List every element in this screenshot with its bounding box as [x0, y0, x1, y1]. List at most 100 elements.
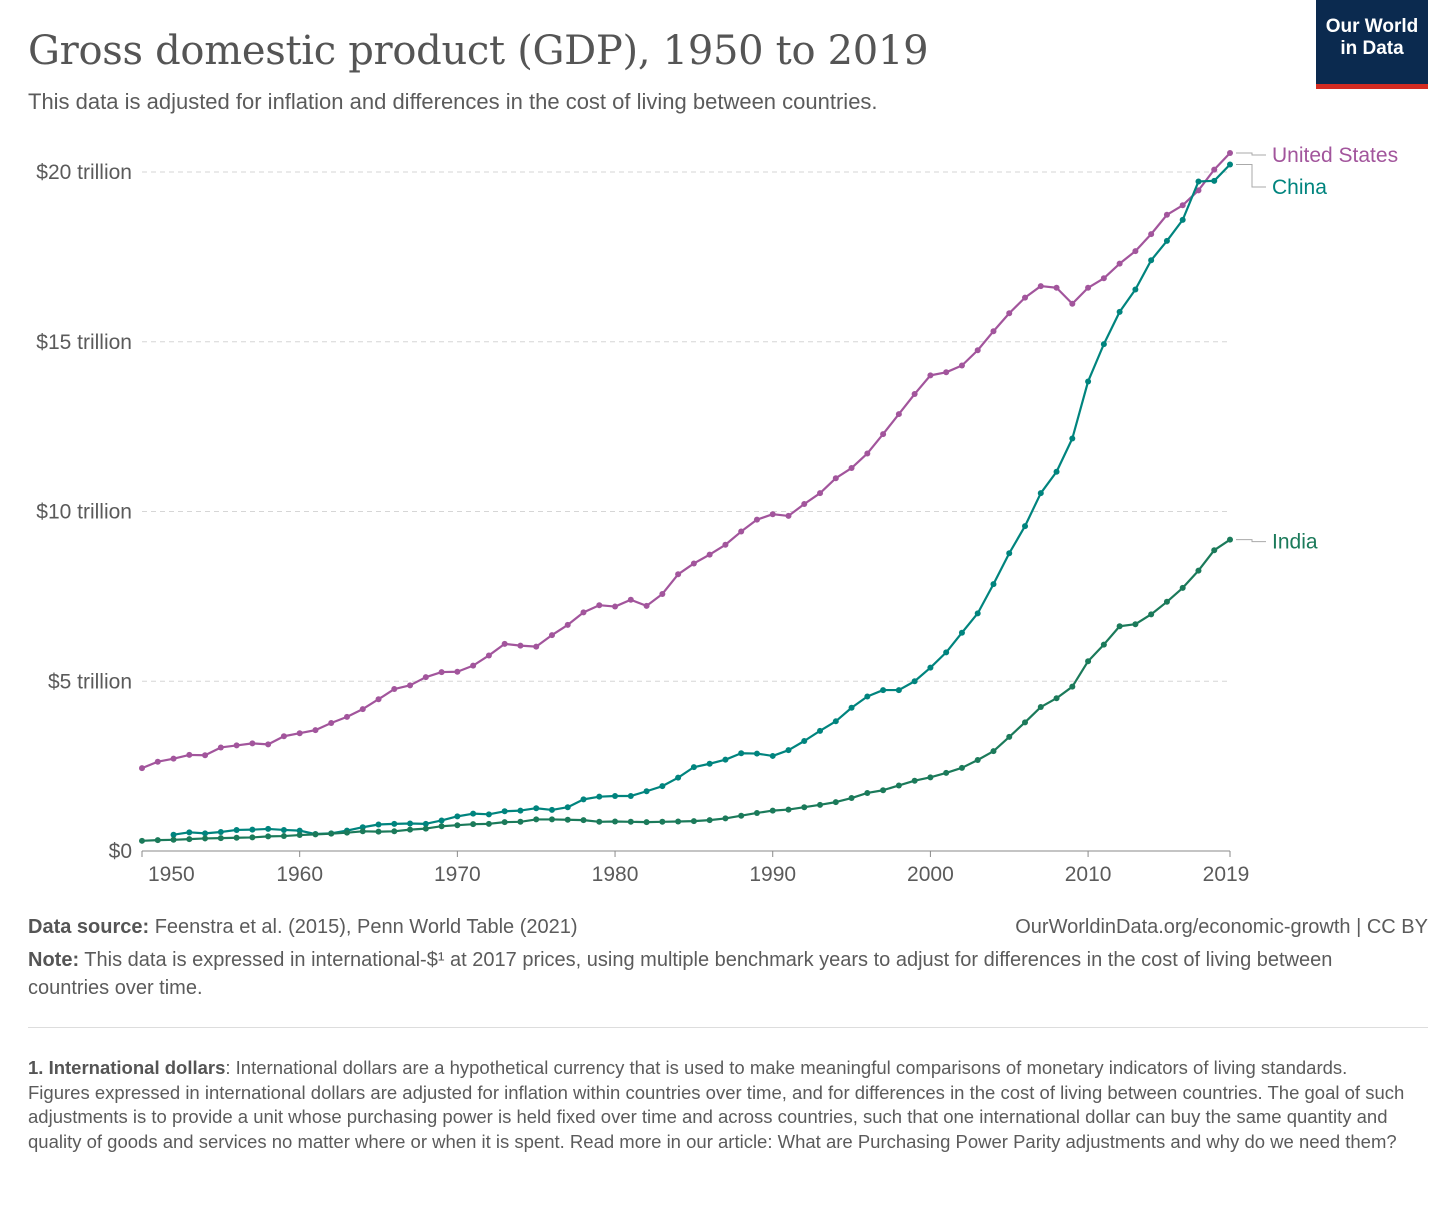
data-point-india — [675, 818, 682, 825]
data-point-india — [1053, 695, 1060, 702]
data-point-china — [501, 808, 508, 815]
data-point-india — [627, 818, 634, 825]
chart-note: Note: This data is expressed in internat… — [28, 946, 1408, 1002]
data-point-china — [832, 718, 839, 725]
data-point-india — [470, 821, 477, 828]
data-point-india — [343, 829, 350, 836]
data-point-india — [848, 795, 855, 802]
data-point-united-states — [1148, 231, 1155, 238]
data-point-china — [785, 747, 792, 754]
source-url-link[interactable]: OurWorldinData.org/economic-growth | CC … — [1015, 916, 1428, 938]
data-point-united-states — [265, 741, 272, 748]
data-point-united-states — [943, 369, 950, 376]
data-point-united-states — [564, 621, 571, 628]
footnote-label: 1. International dollars — [28, 1057, 226, 1078]
data-point-india — [564, 816, 571, 823]
our-world-in-data-logo[interactable]: Our World in Data — [1316, 0, 1428, 89]
data-point-united-states — [596, 602, 603, 609]
data-point-india — [154, 837, 161, 844]
data-point-united-states — [139, 765, 145, 772]
data-point-india — [202, 835, 209, 842]
data-point-india — [217, 835, 224, 842]
data-point-united-states — [186, 751, 193, 758]
data-point-india — [1211, 547, 1218, 554]
data-point-united-states — [927, 372, 934, 379]
data-point-india — [706, 817, 713, 824]
data-point-india — [659, 818, 666, 825]
data-point-india — [974, 757, 981, 764]
data-point-united-states — [722, 541, 729, 548]
data-point-united-states — [280, 733, 287, 740]
x-tick-label: 1960 — [276, 863, 323, 886]
data-point-india — [1069, 683, 1076, 690]
data-point-united-states — [470, 662, 477, 669]
data-point-india — [1037, 704, 1044, 711]
footnote: 1. International dollars: International … — [28, 1056, 1408, 1154]
data-point-united-states — [1069, 300, 1076, 307]
data-point-china — [1116, 308, 1123, 315]
data-point-united-states — [1163, 211, 1170, 218]
data-point-india — [753, 809, 760, 816]
series-line-united-states — [141, 152, 1231, 770]
y-tick-label: $5 trillion — [48, 670, 132, 693]
data-point-india — [927, 774, 934, 781]
x-tick-label: 2000 — [907, 863, 954, 886]
series-label: China — [1272, 176, 1327, 199]
data-point-united-states — [202, 752, 209, 759]
data-point-china — [202, 830, 209, 837]
data-point-india — [375, 828, 382, 835]
data-point-united-states — [1022, 294, 1029, 301]
data-point-united-states — [154, 758, 161, 765]
data-point-china — [1179, 216, 1186, 223]
data-point-china — [1227, 161, 1233, 168]
data-point-china — [706, 760, 713, 767]
data-point-united-states — [643, 602, 650, 609]
data-point-india — [895, 782, 902, 789]
logo-line-2: in Data — [1340, 38, 1404, 59]
data-point-india — [265, 833, 272, 840]
data-point-india — [139, 837, 145, 844]
data-point-united-states — [517, 642, 524, 649]
data-point-china — [958, 629, 965, 636]
series-label: India — [1272, 531, 1318, 554]
data-point-india — [864, 789, 871, 796]
data-point-china — [564, 804, 571, 811]
data-point-china — [391, 820, 398, 827]
data-point-china — [675, 774, 682, 781]
data-point-united-states — [895, 411, 902, 418]
data-point-china — [548, 806, 555, 813]
data-source-label: Data source: — [28, 916, 150, 938]
axes: $0 $5 trillion $10 trillion $15 trillion $20… — [36, 161, 1249, 886]
data-point-china — [375, 821, 382, 828]
footnote-text: : International dollars are a hypothetic… — [28, 1057, 1405, 1152]
data-point-china — [596, 793, 603, 800]
data-point-china — [974, 610, 981, 617]
data-point-china — [454, 813, 461, 820]
data-point-china — [1053, 468, 1060, 475]
data-point-united-states — [170, 755, 177, 762]
data-point-china — [817, 727, 824, 734]
data-point-china — [1022, 523, 1029, 530]
data-point-china — [1163, 237, 1170, 244]
gdp-line-chart: $0 $5 trillion $10 trillion $15 trillion $20… — [36, 144, 1398, 886]
data-point-united-states — [848, 465, 855, 472]
data-point-united-states — [785, 512, 792, 519]
data-point-united-states — [454, 668, 461, 675]
label-connector — [1236, 152, 1266, 156]
data-point-india — [612, 818, 619, 825]
data-point-india — [785, 806, 792, 813]
data-point-india — [1085, 658, 1092, 665]
data-source-text: Feenstra et al. (2015), Penn World Table… — [149, 916, 578, 938]
x-tick-label: 2010 — [1065, 863, 1112, 886]
data-point-india — [958, 764, 965, 771]
chart-title: Gross domestic product (GDP), 1950 to 20… — [28, 28, 929, 74]
data-point-china — [738, 750, 745, 757]
data-point-china — [1085, 378, 1092, 385]
data-point-united-states — [343, 713, 350, 720]
data-point-china — [1148, 257, 1155, 264]
data-point-united-states — [1053, 284, 1060, 291]
data-point-united-states — [375, 696, 382, 703]
data-point-united-states — [407, 682, 414, 689]
data-point-united-states — [1195, 187, 1202, 194]
data-point-india — [548, 816, 555, 823]
